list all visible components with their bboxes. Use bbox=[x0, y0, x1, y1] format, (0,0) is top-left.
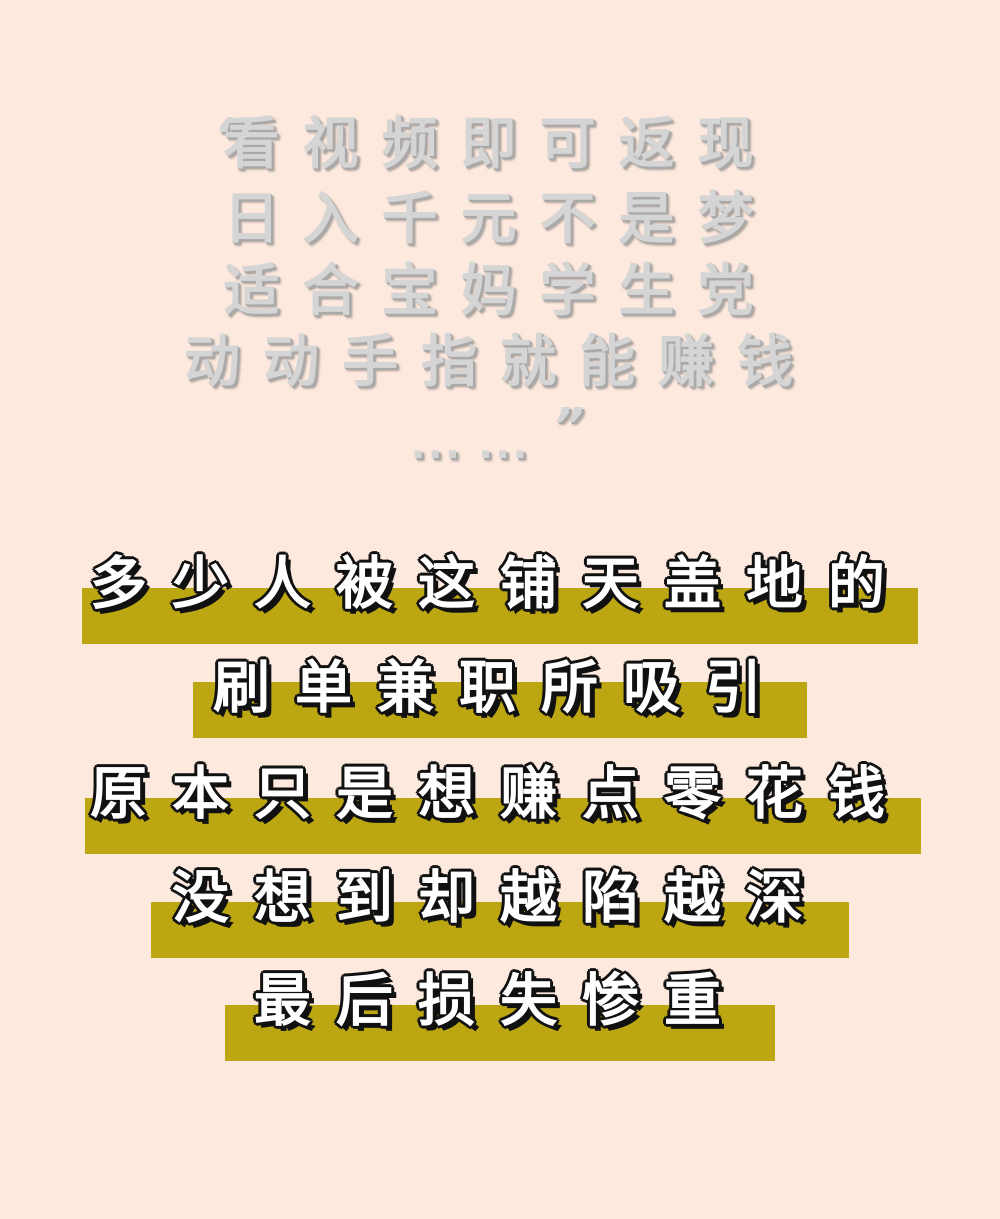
quote-line-2: 日入千元不是梦 bbox=[223, 187, 777, 252]
quote-ellipsis: ... ... bbox=[410, 422, 530, 468]
statement-line-1: 多少人被这铺天盖地的 bbox=[90, 551, 910, 617]
highlight-bar-3 bbox=[85, 798, 921, 854]
highlight-bar-1 bbox=[82, 588, 918, 644]
statement-line-3: 原本只是想赚点零花钱 bbox=[90, 761, 910, 827]
close-quote-mark: ” bbox=[553, 398, 584, 454]
open-quote-mark: “ bbox=[214, 108, 245, 164]
highlight-bar-2 bbox=[193, 682, 807, 738]
statement-line-2: 刷单兼职所吸引 bbox=[213, 655, 787, 721]
quote-line-3: 适合宝妈学生党 bbox=[223, 259, 777, 324]
statement-line-5: 最后损失惨重 bbox=[254, 968, 746, 1034]
statement-line-4: 没想到却越陷越深 bbox=[172, 865, 828, 931]
highlight-bar-5 bbox=[225, 1005, 775, 1061]
quote-line-1: 看视频即可返现 bbox=[223, 112, 777, 177]
quote-line-4: 动动手指就能赚钱 bbox=[184, 330, 816, 395]
highlight-bar-4 bbox=[151, 902, 849, 958]
